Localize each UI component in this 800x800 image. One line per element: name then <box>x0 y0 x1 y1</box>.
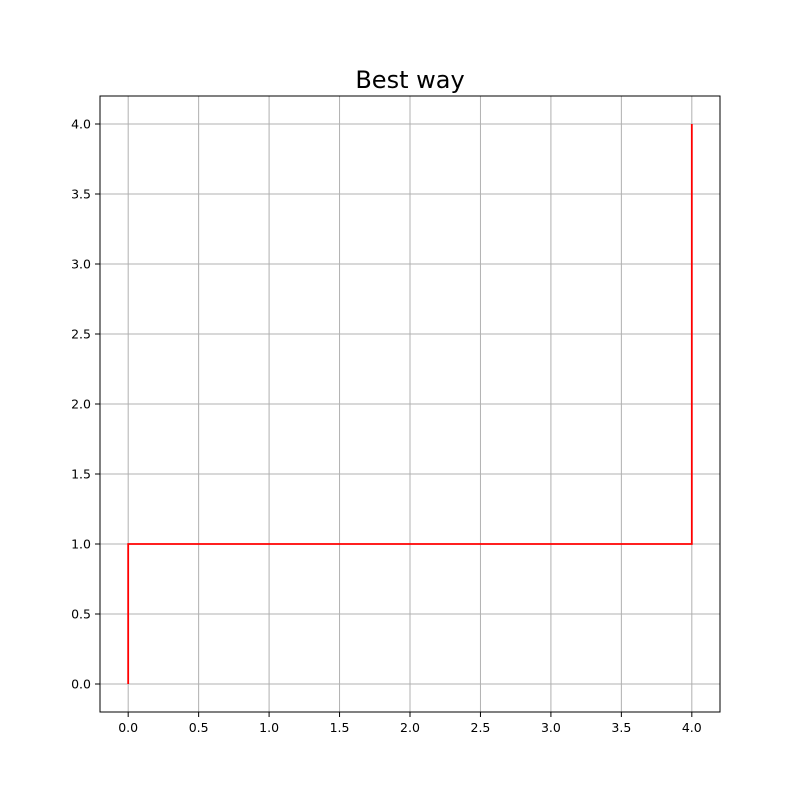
y-tick-label: 3.0 <box>71 257 91 272</box>
x-tick-label: 2.0 <box>400 720 420 735</box>
x-tick-label: 0.5 <box>189 720 209 735</box>
x-tick-label: 1.5 <box>330 720 350 735</box>
chart-title: Best way <box>355 66 464 94</box>
y-tick-label: 1.0 <box>71 537 91 552</box>
y-tick-label: 0.0 <box>71 677 91 692</box>
y-tick-label: 4.0 <box>71 117 91 132</box>
y-tick-label: 1.5 <box>71 467 91 482</box>
series-line <box>127 124 693 684</box>
x-tick-label: 3.5 <box>611 720 631 735</box>
y-tick-label: 0.5 <box>71 607 91 622</box>
x-tick-label: 4.0 <box>682 720 702 735</box>
x-tick-label: 1.0 <box>259 720 279 735</box>
grid <box>100 96 720 712</box>
x-axis: 0.0 0.5 1.0 1.5 2.0 2.5 3.0 3.5 4.0 <box>118 712 702 735</box>
series-layer <box>127 124 693 684</box>
x-tick-label: 2.5 <box>471 720 491 735</box>
x-tick-label: 0.0 <box>118 720 138 735</box>
y-tick-label: 3.5 <box>71 187 91 202</box>
y-tick-label: 2.0 <box>71 397 91 412</box>
y-tick-label: 2.5 <box>71 327 91 342</box>
x-tick-label: 3.0 <box>541 720 561 735</box>
y-axis: 0.0 0.5 1.0 1.5 2.0 2.5 3.0 3.5 4.0 <box>71 117 100 692</box>
